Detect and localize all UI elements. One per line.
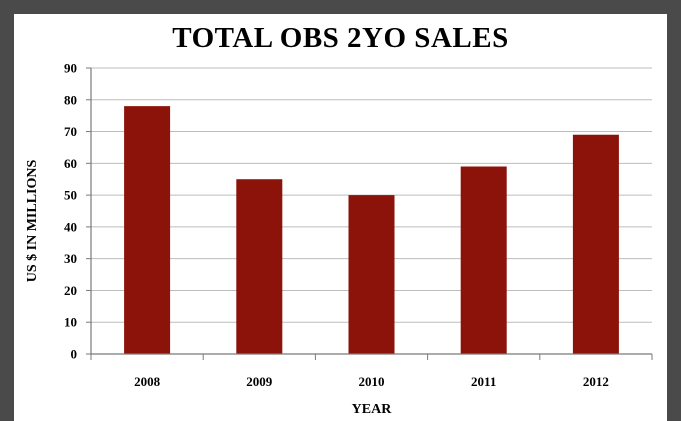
bar-2010 (348, 195, 395, 354)
x-tick-label: 2012 (583, 374, 609, 389)
y-tick-label: 50 (64, 188, 77, 203)
x-axis-label: YEAR (352, 402, 393, 417)
bars (124, 106, 619, 354)
y-axis-label: US $ IN MILLIONS (25, 160, 40, 283)
y-tick-label: 20 (64, 283, 77, 298)
bar-2008 (124, 106, 171, 354)
x-tick-label: 2010 (359, 374, 385, 389)
y-tick-label: 70 (64, 124, 77, 139)
chart-title: TOTAL OBS 2YO SALES (172, 22, 509, 54)
y-tick-label: 30 (64, 251, 77, 266)
y-tick-label: 90 (64, 61, 77, 76)
chart-panel (14, 14, 667, 421)
x-tick-label: 2009 (246, 374, 273, 389)
y-tick-label: 60 (64, 156, 77, 171)
y-tick-label: 10 (64, 315, 77, 330)
bar-2012 (572, 134, 619, 354)
y-tick-label: 0 (71, 347, 78, 362)
x-tick-label: 2011 (471, 374, 496, 389)
x-tick-labels: 2008 2009 2010 2011 2012 (90, 354, 653, 389)
bar-2011 (460, 166, 507, 354)
x-tick-label: 2008 (134, 374, 161, 389)
y-tick-label: 40 (64, 219, 77, 234)
y-tick-label: 80 (64, 92, 77, 107)
bar-2009 (236, 179, 283, 354)
y-tick-labels: 0 10 20 30 40 50 60 70 80 90 (64, 61, 91, 362)
